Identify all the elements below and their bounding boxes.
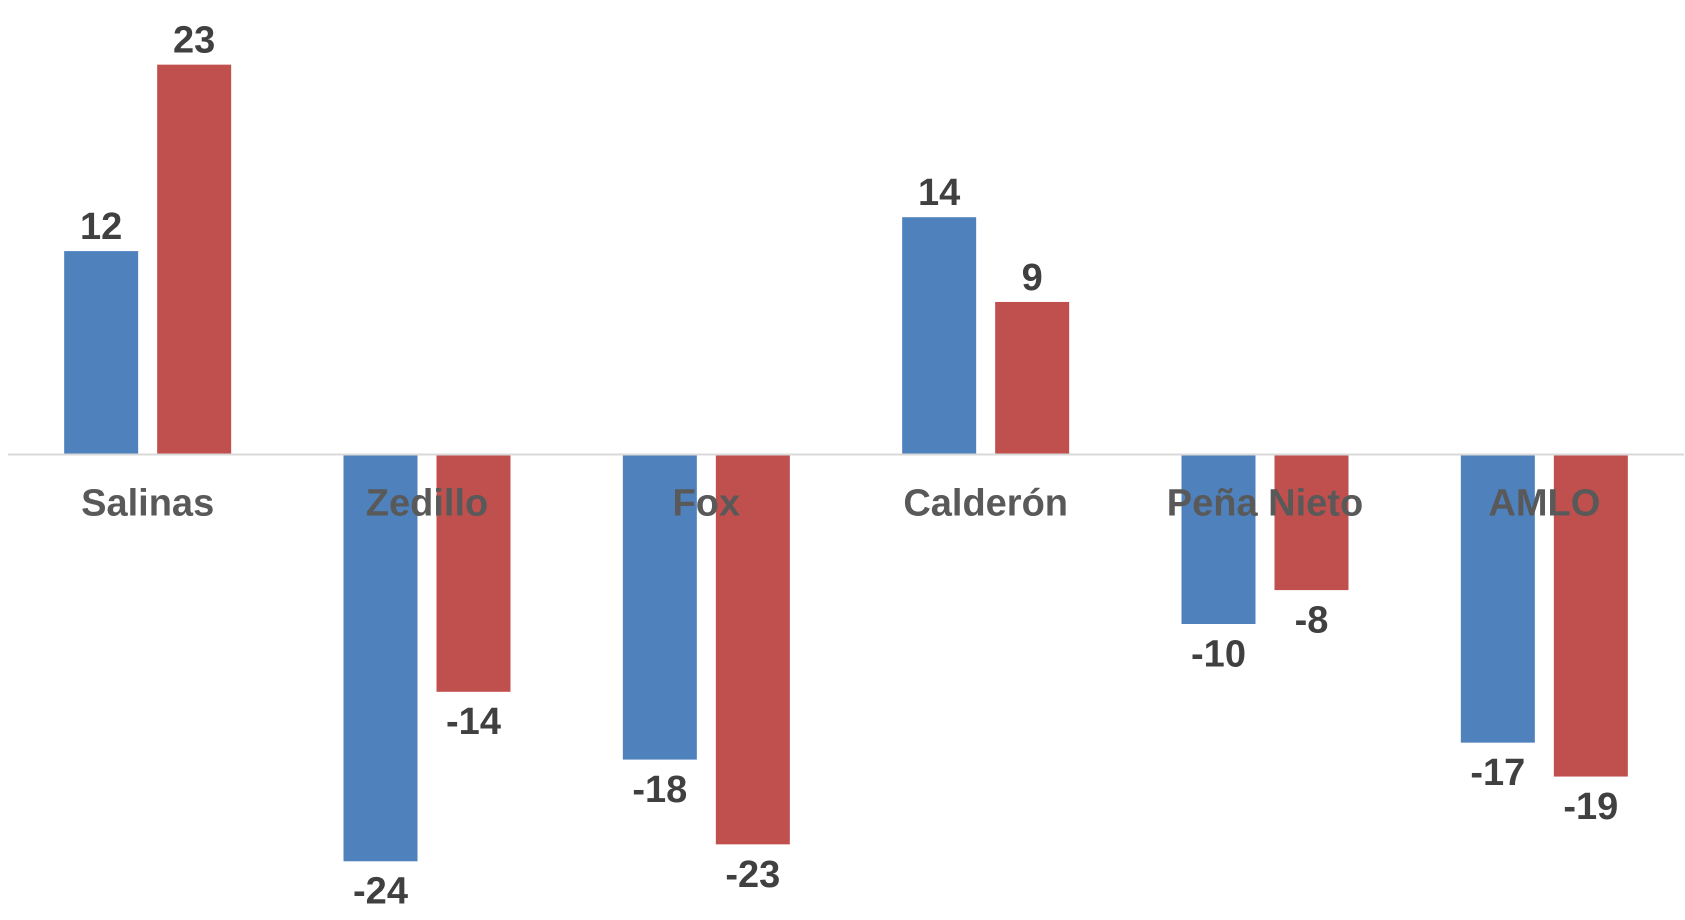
bar-series2-4 [995,301,1070,455]
category-label-6: AMLO [1488,483,1600,525]
category-label-4: Calderón [903,483,1068,525]
data-label-series1-1: 12 [80,206,122,248]
bar-series1-4 [902,217,977,455]
category-labels: Salinas Zedillo Fox Calderón Peña Nieto AMLO [81,483,1600,525]
category-label-1: Salinas [81,483,214,525]
data-label-series1-4: 14 [918,172,960,214]
data-label-series2-5: -8 [1295,600,1329,642]
data-label-series1-2: -24 [353,871,408,913]
data-label-series2-4: 9 [1022,257,1043,299]
bar-series1-1 [64,251,139,455]
category-label-3: Fox [673,483,741,525]
bar-series2-6 [1553,454,1628,777]
bar-series1-5 [1181,454,1256,624]
bar-series2-3 [715,454,790,845]
bar-series1-3 [622,454,697,760]
data-labels: 12 23 -24 -14 -18 -23 14 9 -10 -8 -17 -19 [80,20,1618,913]
bars-layer [64,64,1628,862]
data-label-series1-6: -17 [1470,752,1525,794]
data-label-series1-3: -18 [632,769,687,811]
data-label-series2-2: -14 [446,701,501,743]
data-label-series1-5: -10 [1191,633,1246,675]
bar-series1-2 [343,454,418,862]
bar-series2-1 [157,64,232,455]
data-label-series2-3: -23 [725,854,780,896]
category-label-2: Zedillo [366,483,488,525]
bar-series1-6 [1460,454,1535,743]
bar-series2-2 [436,454,511,692]
bar-series2-5 [1274,454,1349,591]
data-label-series2-1: 23 [173,20,215,62]
category-label-5: Peña Nieto [1167,483,1363,525]
data-label-series2-6: -19 [1563,786,1618,828]
